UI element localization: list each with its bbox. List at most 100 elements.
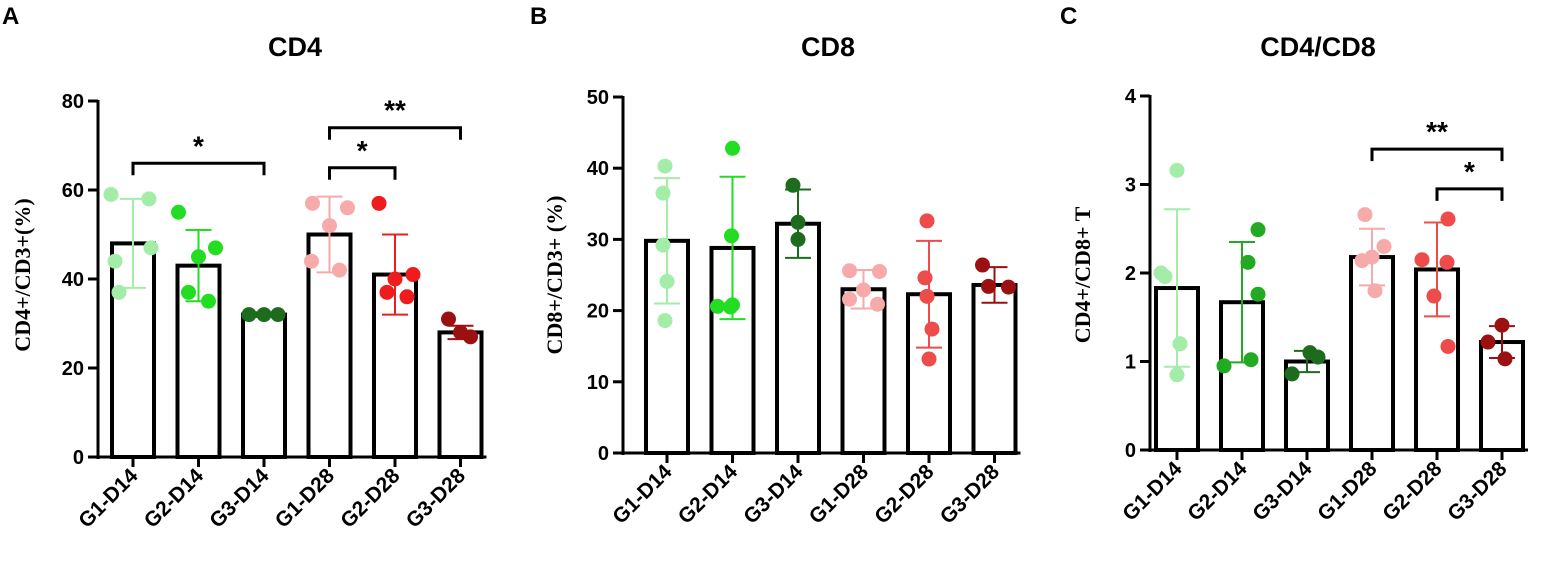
- data-point: [657, 313, 673, 329]
- data-point: [399, 289, 415, 305]
- significance-bracket: [1435, 187, 1504, 201]
- data-point: [659, 273, 675, 289]
- data-point: [919, 213, 935, 229]
- y-tick-label: 20: [587, 301, 609, 323]
- data-point: [371, 195, 387, 211]
- data-point: [1414, 252, 1430, 268]
- data-point: [785, 177, 801, 193]
- y-tick-label: 0: [1125, 440, 1136, 462]
- x-tick-label: G2-D14: [674, 460, 742, 528]
- y-tick-label: 1: [1125, 352, 1136, 374]
- y-tick-label: 40: [62, 269, 84, 291]
- y-tick-label: 60: [62, 180, 84, 202]
- significance-bracket: [131, 161, 266, 176]
- data-point: [304, 253, 319, 269]
- data-point: [181, 284, 196, 300]
- data-point: [1240, 254, 1256, 270]
- data-point: [655, 237, 671, 253]
- data-point: [322, 218, 337, 234]
- data-point: [256, 307, 272, 323]
- data-point: [872, 263, 887, 279]
- data-point: [975, 257, 990, 273]
- data-point: [842, 291, 857, 307]
- bar: [437, 330, 484, 459]
- x-tick-label: G3-D14: [205, 464, 273, 532]
- x-tick-label: G1-D28: [271, 464, 339, 532]
- data-point: [1310, 349, 1326, 365]
- data-point: [790, 231, 806, 247]
- x-tick-label: G1-D14: [74, 464, 142, 532]
- significance-label: *: [357, 135, 368, 166]
- significance-bracket: [1370, 147, 1504, 162]
- data-point: [981, 278, 996, 294]
- data-point: [1157, 269, 1173, 285]
- data-point: [340, 200, 355, 216]
- data-point: [332, 262, 347, 278]
- data-point: [725, 140, 740, 156]
- data-point: [1497, 351, 1513, 367]
- significance-label: **: [384, 95, 406, 126]
- x-tick-label: G2-D28: [870, 460, 938, 528]
- y-tick-label: 40: [587, 158, 609, 180]
- significance-bracket: [328, 166, 397, 180]
- plot-area: 0 1 2 3 4 G1-D14G2-D14G3-D14G1-D28G2-D28G3-D2…: [1118, 86, 1528, 526]
- data-point: [1440, 338, 1456, 354]
- plot-area: 0 10 20 30 40 50 G1-D14G2-D14G3-D14G1-D28G2-D2…: [587, 87, 1021, 529]
- data-point: [1250, 222, 1266, 238]
- data-point: [141, 191, 157, 207]
- data-point: [921, 351, 937, 367]
- x-tick-label: G1-D28: [805, 460, 873, 528]
- data-point: [1284, 366, 1300, 382]
- data-point: [103, 186, 119, 202]
- data-point: [379, 284, 395, 300]
- data-point: [1216, 358, 1232, 374]
- panel-b: B CD8 CD8+/CD3+ (%) 01020304050G1-D14G2-…: [530, 3, 1021, 529]
- data-point: [856, 282, 871, 298]
- y-tick-label: 0: [73, 447, 84, 469]
- x-tick-label: G2-D14: [140, 464, 208, 532]
- x-tick-label: G3-D14: [1248, 457, 1316, 525]
- data-point: [241, 307, 257, 323]
- panel-c: C CD4/CD8 CD4+/CD8+ T 01234G1-D14G2-D14G…: [1060, 3, 1528, 526]
- panel-letter: B: [530, 3, 547, 30]
- data-point: [790, 214, 806, 230]
- data-point: [1367, 283, 1383, 299]
- data-point: [1001, 279, 1016, 295]
- data-point: [1376, 238, 1392, 254]
- y-tick-label: 50: [587, 87, 609, 109]
- significance-label: *: [1464, 156, 1475, 187]
- y-tick-label: 2: [1125, 263, 1136, 285]
- x-tick-label: G1-D28: [1313, 457, 1381, 525]
- data-point: [463, 329, 478, 345]
- y-tick-label: 0: [598, 443, 609, 465]
- y-axis-title: CD4+/CD8+ T: [1070, 206, 1095, 343]
- x-tick-label: G2-D14: [1183, 457, 1251, 525]
- chart-title: CD4/CD8: [1260, 32, 1376, 62]
- data-point: [1169, 367, 1185, 383]
- data-point: [191, 249, 206, 265]
- data-point: [1354, 253, 1370, 269]
- y-tick-label: 20: [62, 358, 84, 380]
- data-point: [387, 271, 403, 287]
- data-point: [924, 321, 940, 337]
- data-point: [1440, 211, 1456, 227]
- panel-letter: A: [2, 3, 19, 30]
- data-point: [208, 240, 223, 256]
- x-tick-label: G2-D28: [336, 464, 404, 532]
- data-point: [1169, 162, 1185, 178]
- chart-title: CD8: [801, 32, 855, 62]
- panel-a: A CD4 CD4+/CD3+(%) 0 20 40 60 80 G1-D14G2-D14…: [2, 3, 487, 533]
- data-point: [1494, 317, 1510, 333]
- data-point: [917, 270, 933, 286]
- data-point: [842, 263, 857, 279]
- data-point: [1426, 288, 1442, 304]
- data-point: [1243, 352, 1259, 368]
- data-point: [405, 267, 421, 283]
- plot-area: 0 20 40 60 80 G1-D14G2-D14G3-D14G1-D28G2-D28G…: [62, 91, 487, 533]
- data-point: [657, 158, 673, 174]
- data-point: [1480, 334, 1496, 350]
- data-point: [710, 298, 725, 314]
- significance-bracket: [328, 126, 462, 140]
- y-tick-label: 4: [1125, 86, 1137, 108]
